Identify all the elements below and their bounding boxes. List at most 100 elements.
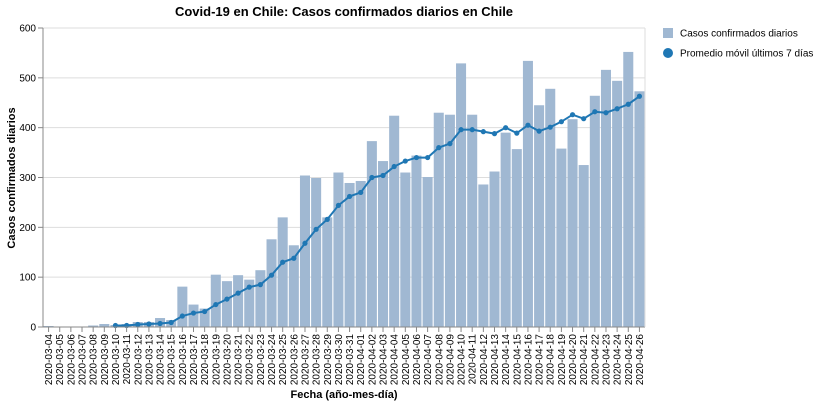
point	[168, 319, 174, 326]
point	[525, 122, 531, 128]
point	[157, 320, 163, 327]
point	[625, 101, 631, 107]
point	[280, 259, 286, 265]
bar	[322, 217, 333, 327]
x-tick-label: 2020-03-16	[178, 334, 189, 386]
bar	[333, 172, 344, 327]
point	[246, 284, 252, 290]
point	[190, 310, 197, 316]
y-tick-label: 400	[19, 123, 36, 134]
x-tick-label: 2020-04-17	[535, 334, 546, 386]
bar	[612, 80, 623, 327]
legend-swatch	[663, 28, 673, 38]
point	[302, 240, 308, 246]
x-tick-label: 2020-03-27	[300, 334, 311, 386]
x-tick-label: 2020-04-16	[523, 334, 534, 386]
point	[592, 109, 598, 115]
x-tick-label: 2020-03-19	[211, 334, 222, 386]
point	[581, 116, 587, 122]
bar	[444, 114, 455, 328]
bar	[567, 119, 578, 327]
point	[447, 141, 453, 147]
point	[425, 154, 431, 161]
bar	[556, 148, 567, 327]
point	[268, 272, 275, 278]
bar	[177, 286, 188, 327]
point	[235, 290, 241, 296]
point	[491, 131, 498, 137]
bar	[233, 275, 244, 327]
bar	[623, 51, 634, 328]
x-tick-label: 2020-03-04	[44, 334, 55, 386]
point	[179, 313, 185, 319]
x-tick-label: 2020-03-21	[234, 334, 245, 386]
point	[380, 172, 386, 179]
x-tick-label: 2020-04-08	[434, 334, 445, 386]
bar	[589, 95, 600, 327]
bar	[255, 270, 266, 327]
legend-label: Casos confirmados diarios	[680, 29, 798, 40]
x-tick-label: 2020-04-20	[568, 334, 579, 386]
bar	[288, 245, 299, 327]
point	[547, 124, 553, 130]
point	[402, 158, 408, 164]
x-tick-label: 2020-04-26	[635, 334, 646, 386]
x-tick-label: 2020-04-22	[590, 334, 601, 386]
point	[369, 174, 375, 181]
x-tick-label: 2020-03-31	[345, 334, 356, 386]
chart-title: Covid-19 en Chile: Casos confirmados dia…	[175, 4, 513, 19]
point	[202, 308, 208, 315]
x-tick-label: 2020-04-01	[356, 334, 367, 386]
bar	[422, 177, 433, 327]
x-tick-label: 2020-04-18	[546, 334, 557, 386]
x-tick-label: 2020-04-13	[490, 334, 501, 386]
x-tick-label: 2020-03-10	[111, 334, 122, 386]
point	[291, 255, 297, 261]
bar	[400, 172, 411, 327]
bar	[478, 184, 489, 327]
x-tick-label: 2020-04-23	[601, 334, 612, 386]
bar	[411, 155, 422, 327]
x-tick-label: 2020-04-25	[624, 334, 635, 386]
bar	[489, 171, 500, 327]
x-tick-label: 2020-03-23	[256, 334, 267, 386]
point	[436, 145, 442, 151]
x-tick-label: 2020-04-04	[390, 334, 401, 386]
point	[257, 282, 263, 288]
y-tick-label: 200	[19, 223, 36, 234]
point	[346, 193, 353, 200]
x-tick-label: 2020-03-15	[167, 334, 178, 386]
bar	[277, 217, 288, 327]
x-tick-label: 2020-03-08	[89, 334, 100, 386]
y-axis-title: Casos confirmados diarios	[6, 107, 18, 248]
bar	[522, 60, 533, 327]
point	[313, 226, 319, 232]
x-tick-label: 2020-03-20	[222, 334, 233, 386]
bar	[578, 165, 589, 327]
x-tick-label: 2020-03-30	[334, 334, 345, 386]
point	[636, 93, 643, 99]
point	[558, 119, 564, 125]
x-tick-label: 2020-03-18	[200, 334, 211, 386]
legend-swatch	[663, 48, 673, 58]
x-tick-label: 2020-04-09	[445, 334, 456, 386]
legend-label: Promedio móvil últimos 7 días	[680, 49, 813, 60]
x-tick-label: 2020-04-12	[479, 334, 490, 386]
point	[224, 296, 230, 302]
point	[480, 129, 486, 135]
bar	[99, 324, 110, 327]
bar	[500, 132, 511, 327]
x-tick-label: 2020-03-29	[323, 334, 334, 386]
point	[603, 110, 609, 116]
x-tick-label: 2020-03-13	[144, 334, 155, 386]
x-tick-label: 2020-03-09	[100, 334, 111, 386]
bar	[244, 279, 255, 327]
x-tick-label: 2020-04-06	[412, 334, 423, 386]
point	[413, 154, 420, 161]
bar	[634, 91, 645, 327]
bar	[456, 63, 467, 328]
x-tick-label: 2020-03-06	[66, 334, 77, 386]
bar	[467, 114, 478, 328]
x-tick-label: 2020-03-12	[133, 334, 144, 386]
